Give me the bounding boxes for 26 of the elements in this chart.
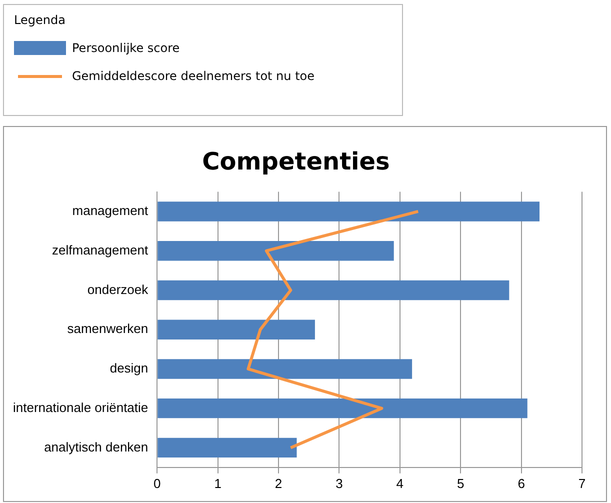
bar xyxy=(158,438,297,458)
x-tick-label: 5 xyxy=(456,476,464,491)
x-tick-label: 1 xyxy=(214,476,222,491)
y-tick-label: management xyxy=(72,203,149,218)
chart-title: Competenties xyxy=(202,148,390,176)
y-tick-label: samenwerken xyxy=(67,321,148,336)
bar xyxy=(158,398,528,418)
x-tick-label: 6 xyxy=(518,476,525,491)
legend-title: Legenda xyxy=(14,13,66,27)
x-tick-label: 7 xyxy=(578,476,586,491)
x-tick-label: 2 xyxy=(274,476,282,491)
bar xyxy=(158,241,394,261)
bar xyxy=(158,320,315,340)
legend-label: Persoonlijke score xyxy=(72,41,180,55)
y-tick-label: analytisch denken xyxy=(44,439,148,454)
bar xyxy=(158,202,540,222)
y-tick-label: design xyxy=(110,360,148,376)
y-tick-label: internationale oriëntatie xyxy=(12,400,148,415)
x-tick-label: 4 xyxy=(396,476,404,491)
y-tick-label: onderzoek xyxy=(87,282,149,297)
x-tick-label: 3 xyxy=(336,476,343,491)
bar xyxy=(158,359,412,379)
legend-label: Gemiddeldescore deelnemers tot nu toe xyxy=(72,69,315,83)
y-tick-label: zelfmanagement xyxy=(52,242,149,258)
bar xyxy=(158,280,510,300)
x-tick-label: 0 xyxy=(154,476,161,491)
